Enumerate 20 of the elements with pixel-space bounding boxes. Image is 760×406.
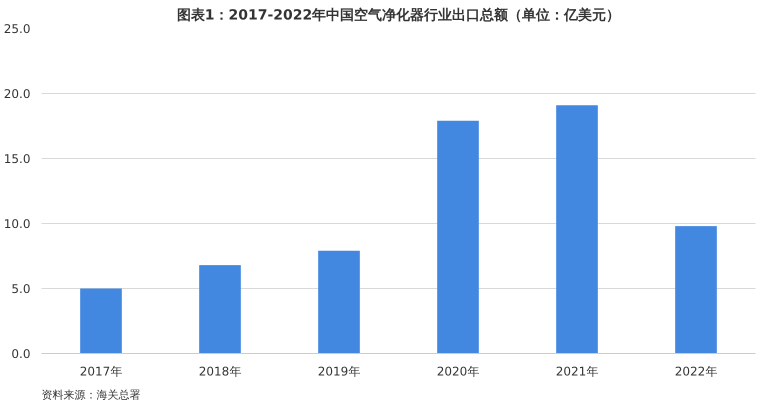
y-tick-label: 5.0	[11, 282, 31, 296]
bar	[80, 288, 122, 354]
bar	[437, 120, 479, 354]
bar	[675, 226, 717, 354]
bar	[556, 105, 598, 354]
chart-title: 图表1：2017-2022年中国空气净化器行业出口总额（单位：亿美元）	[176, 6, 620, 24]
text: 资料来源：海关总署	[42, 388, 140, 402]
y-tick-label: 25.0	[4, 22, 30, 36]
bar	[199, 265, 241, 354]
y-tick-label: 20.0	[4, 87, 30, 101]
y-tick-label: 10.0	[4, 217, 30, 231]
y-tick-label: 0.0	[11, 347, 31, 361]
x-tick-label: 2022年	[674, 364, 718, 378]
x-tick-label: 2019年	[318, 364, 360, 378]
x-tick-label: 2017年	[80, 364, 122, 378]
x-tick-label: 2020年	[436, 364, 480, 378]
bar	[318, 250, 360, 354]
x-tick-label: 2018年	[198, 364, 242, 378]
x-tick-label: 2021年	[556, 364, 598, 378]
y-tick-label: 15.0	[4, 152, 30, 166]
